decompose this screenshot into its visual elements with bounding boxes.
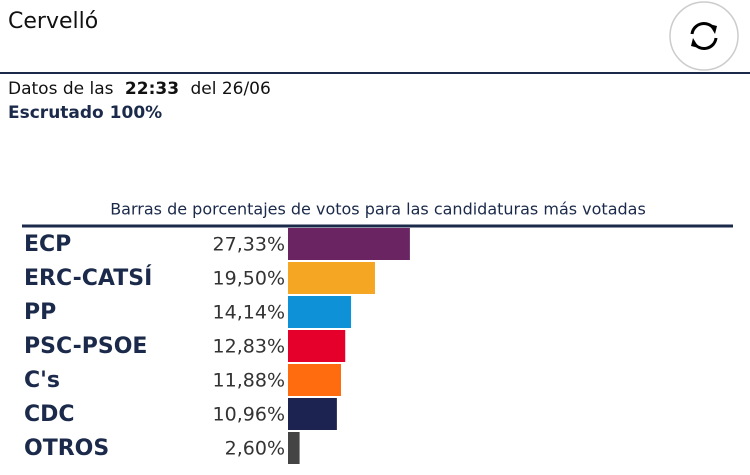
bar <box>288 364 341 396</box>
party-name: CDC <box>24 402 75 427</box>
value-label: 11,88% <box>213 370 285 392</box>
time: 22:33 <box>125 79 179 99</box>
municipality-title: Cervelló <box>8 9 98 34</box>
value-label: 12,83% <box>213 336 285 358</box>
value-label: 19,50% <box>213 268 285 290</box>
update-time: Datos de las 22:33 del 26/06 <box>8 79 271 99</box>
count-status: Escrutado 100% <box>8 103 162 123</box>
chart-title: Barras de porcentajes de votos para las … <box>110 200 646 219</box>
refresh-arrowhead[interactable] <box>691 38 699 48</box>
party-name: ERC-CATSÍ <box>24 265 152 291</box>
value-label: 10,96% <box>213 404 285 426</box>
refresh-button[interactable] <box>669 1 739 71</box>
value-label: 14,14% <box>213 302 285 324</box>
party-name: C's <box>24 368 60 393</box>
bar <box>288 296 352 328</box>
value-label: 27,33% <box>213 234 285 256</box>
value-label: 2,60% <box>225 438 285 460</box>
refresh-arrowhead[interactable] <box>709 24 717 34</box>
party-name: PSC-PSOE <box>24 334 147 359</box>
party-name: PP <box>24 300 56 325</box>
bar <box>288 262 375 294</box>
bar <box>288 432 300 464</box>
bar <box>288 330 346 362</box>
bar <box>288 228 410 260</box>
refresh-circle[interactable] <box>669 1 739 71</box>
party-name: ECP <box>24 232 71 257</box>
time-prefix: Datos de las <box>8 79 114 99</box>
date: del 26/06 <box>190 79 270 99</box>
bar <box>288 398 337 430</box>
party-name: OTROS <box>24 436 109 461</box>
